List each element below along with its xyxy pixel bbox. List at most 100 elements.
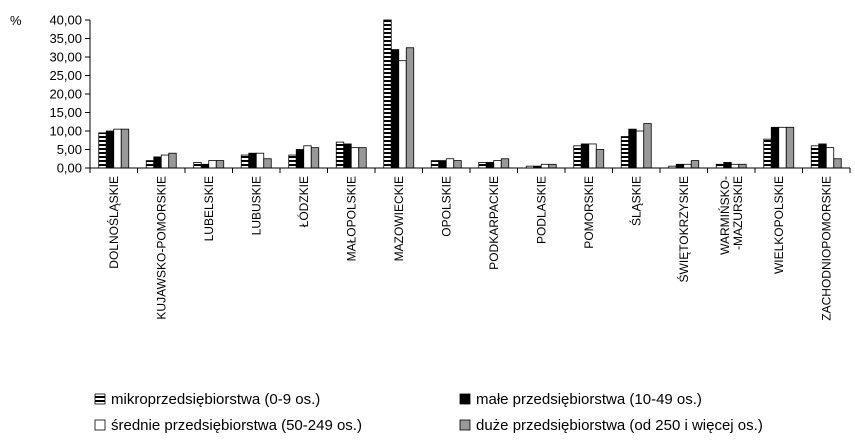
bar	[595, 149, 605, 169]
bar	[715, 163, 725, 169]
bar	[763, 138, 772, 169]
bar	[248, 152, 257, 169]
bar	[810, 145, 820, 169]
bar	[430, 160, 440, 169]
legend-swatch	[459, 393, 471, 405]
bar	[113, 128, 122, 169]
bar	[343, 143, 352, 169]
bar	[635, 130, 645, 169]
y-tick-label: 5,00	[57, 142, 82, 157]
bars	[98, 19, 842, 169]
bar	[215, 160, 225, 169]
bar	[675, 163, 685, 169]
x-category-label: ZACHODNIOPOMORSKIE	[819, 176, 833, 321]
y-tick-label: 35,00	[49, 31, 82, 46]
x-category-label: PODKARPACKIE	[487, 176, 501, 270]
bar	[540, 163, 550, 169]
bar	[310, 147, 320, 169]
x-category-label: MAŁOPOLSKIE	[344, 176, 358, 261]
x-category-label: OPOLSKIE	[439, 176, 453, 237]
bar	[303, 145, 312, 169]
y-tick-label: 15,00	[49, 105, 82, 120]
x-category-label: PODLASKIE	[534, 176, 548, 244]
bar	[770, 126, 780, 169]
bar	[398, 60, 407, 169]
bar	[390, 49, 400, 169]
bar	[573, 145, 582, 169]
bar	[335, 141, 345, 169]
x-category-label: LUBUSKIE	[249, 176, 263, 235]
bar	[405, 47, 415, 169]
y-tick-label: 20,00	[49, 87, 82, 102]
x-category-label: ŁÓDZKIE	[296, 176, 311, 227]
legend-label: duże przedsiębiorstwa (od 250 i więcej o…	[476, 417, 763, 434]
bar	[200, 163, 210, 169]
bar	[160, 154, 170, 169]
x-axis: DOLNOŚLĄSKIE KUJAWSKO-POMORSKIE LUBELSKIE L…	[89, 167, 851, 321]
bar	[628, 128, 637, 169]
bar	[825, 147, 835, 169]
y-tick-label: 0,00	[57, 161, 82, 176]
x-category-label: ŚWIĘTOKRZYSKIE	[676, 176, 691, 282]
bar	[683, 163, 692, 169]
bar	[445, 158, 455, 169]
bar	[818, 143, 827, 169]
bar	[485, 162, 495, 169]
bar	[580, 143, 590, 169]
bar	[350, 147, 360, 169]
bar	[478, 162, 487, 169]
bar	[643, 123, 652, 169]
legend-swatch	[94, 419, 106, 431]
bar	[833, 158, 842, 169]
bar	[98, 132, 107, 169]
x-category-label: DOLNOŚLĄSKIE	[106, 176, 121, 269]
legend-label: mikroprzedsiębiorstwa (0-9 os.)	[111, 391, 320, 408]
x-category-label: KUJAWSKO-POMORSKIE	[154, 176, 168, 320]
bar	[208, 160, 217, 169]
bar	[263, 158, 272, 169]
x-category-label: POMORSKIE	[582, 176, 596, 249]
y-unit-label: %	[10, 13, 22, 28]
x-category-label: LUBELSKIE	[202, 176, 216, 241]
y-tick-label: 10,00	[49, 124, 82, 139]
bar	[690, 160, 700, 169]
x-category-label: -MAZURSKIE	[731, 176, 745, 250]
y-tick-label: 25,00	[49, 68, 82, 83]
x-category-label: WARMIŃSKO-	[717, 176, 732, 255]
bar	[620, 136, 630, 169]
bar	[548, 163, 557, 169]
y-axis: 0,00 5,00 10,00 15,00 20,00 25,00 30,00 35,00 40…	[49, 13, 91, 176]
bar	[738, 163, 747, 169]
bar	[730, 163, 740, 169]
bar	[105, 130, 115, 169]
bar	[153, 156, 162, 169]
x-category-label: MAZOWIECKIE	[392, 176, 406, 261]
bar	[193, 162, 202, 169]
legend-swatch	[459, 419, 471, 431]
y-tick-label: 40,00	[49, 13, 82, 28]
legend-label: małe przedsiębiorstwa (10-49 os.)	[476, 391, 702, 408]
bar	[358, 147, 367, 169]
bar	[778, 126, 787, 169]
bar	[493, 160, 502, 169]
bar	[145, 160, 155, 169]
bar	[723, 162, 732, 169]
bar	[500, 158, 510, 169]
y-tick-label: 30,00	[49, 50, 82, 65]
bar	[438, 160, 447, 169]
bar	[240, 154, 250, 169]
bar	[120, 128, 130, 169]
legend-label: średnie przedsiębiorstwa (50-249 os.)	[111, 417, 362, 434]
bar	[255, 152, 265, 169]
x-category-label: WIELKOPOLSKIE	[772, 176, 786, 274]
bar	[588, 143, 597, 169]
bar	[168, 152, 177, 169]
legend-swatch	[94, 393, 106, 405]
bar	[295, 149, 305, 169]
legend: mikroprzedsiębiorstwa (0-9 os.) małe prze…	[94, 391, 763, 434]
bar	[785, 126, 795, 169]
bar	[383, 19, 392, 169]
x-category-label: ŚLĄSKIE	[628, 176, 643, 226]
bar	[453, 160, 462, 169]
